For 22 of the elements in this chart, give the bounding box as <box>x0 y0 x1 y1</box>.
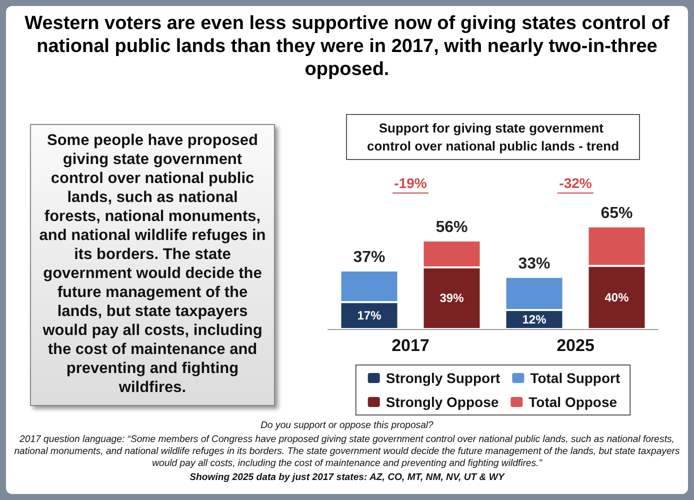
text: -19% <box>394 175 428 191</box>
chart-subtitle: Support for giving state government control over national public lands - trend <box>366 120 620 154</box>
legend-label: Total Support <box>530 370 620 386</box>
text: Do you support or oppose this proposal? <box>260 420 434 432</box>
x-tick-label: 2017 <box>392 336 430 355</box>
text: -32% <box>559 175 592 191</box>
text: Showing 2025 data by just 2017 states: AZ, CO, MT, NM, NV, UT & WY <box>188 472 506 484</box>
total-label: 33% <box>518 255 550 272</box>
legend-label: Strongly Oppose <box>386 394 499 410</box>
data-label: 12% <box>522 312 547 327</box>
total-label: 65% <box>600 204 633 222</box>
text: Some people have proposed giving state government control over national public lands, such as national forests, national monuments, and national wildlife refuges in its borders. The state government would decide the future management of the lands, but state taxpayers would pay all costs, including the cost of maintenance and preventing and fighting wildfires. <box>39 132 266 396</box>
chart-title: Western voters are even less supportive now of giving states control of national public lands than they were in 2017, with nearly two-in-three opposed. <box>24 12 670 81</box>
data-label: 40% <box>604 290 630 304</box>
data-label: 17% <box>357 308 382 323</box>
total-label: 37% <box>353 249 386 266</box>
total-label: 56% <box>436 219 468 236</box>
legend-label: Strongly Support <box>386 370 501 386</box>
x-tick-label: 2025 <box>556 336 594 355</box>
legend-label: Total Oppose <box>528 394 618 410</box>
data-label: 39% <box>440 291 464 306</box>
text: 2017 question language: “Some members of Congress have proposed giving state government control over national public lands, such as national forests, national monuments, and national wildlife refuges in its borders. The state government would decide the future management of the lands, but state taxpayers would pay all costs, including the cost of maintenance and preventing and fighting wildfires.” <box>13 434 681 470</box>
